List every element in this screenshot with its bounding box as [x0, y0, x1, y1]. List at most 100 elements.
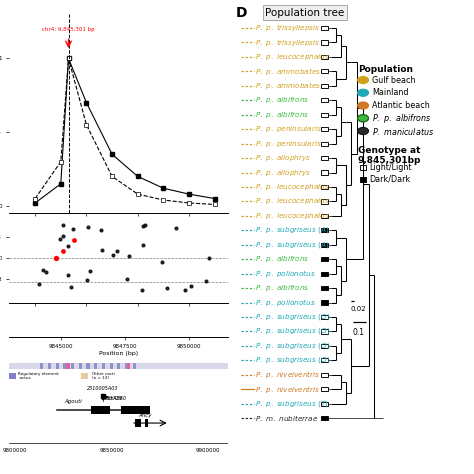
Point [42, 268, 49, 275]
Point [109, 251, 117, 258]
Circle shape [357, 115, 369, 122]
Bar [321, 69, 328, 73]
X-axis label: Position (bp): Position (bp) [99, 351, 138, 356]
Text: Population tree: Population tree [265, 8, 345, 18]
Bar [321, 257, 328, 261]
Bar [321, 113, 328, 117]
Point [56, 235, 64, 242]
Bar [321, 401, 328, 406]
Text: 9,845,301bp: 9,845,301bp [358, 156, 421, 165]
Point [84, 223, 91, 231]
Point [52, 254, 59, 262]
Text: $\it{P.\ p.\ subgriseus\ (A)}$: $\it{P.\ p.\ subgriseus\ (A)}$ [255, 240, 330, 250]
Bar [79, 363, 82, 369]
Point [60, 247, 67, 255]
Bar [64, 363, 66, 369]
Point [59, 232, 67, 240]
Text: $\it{P.\ p.\ trissyllepsis}$: $\it{P.\ p.\ trissyllepsis}$ [255, 37, 321, 48]
Bar [117, 363, 120, 369]
Bar [321, 156, 328, 160]
Point [113, 247, 121, 255]
Point [181, 287, 188, 294]
Bar [82, 373, 88, 379]
Text: $\it{P.\ p.\ albifrons}$: $\it{P.\ p.\ albifrons}$ [255, 95, 310, 105]
Bar [321, 243, 328, 247]
Circle shape [357, 89, 369, 96]
Text: Genotype at: Genotype at [358, 146, 420, 155]
Text: Other cacti
(n = 13): Other cacti (n = 13) [91, 372, 114, 380]
Text: $\it{P.\ p.\ subgriseus\ (T)}$: $\it{P.\ p.\ subgriseus\ (T)}$ [255, 399, 329, 409]
Text: $\it{P.\ p.\ peninsularis}$: $\it{P.\ p.\ peninsularis}$ [255, 138, 322, 148]
Bar [359, 177, 366, 182]
Text: 9800000: 9800000 [3, 448, 27, 453]
Bar [321, 301, 328, 305]
Text: $\it{P.\ p.\ leucocephalus}$: $\it{P.\ p.\ leucocephalus}$ [255, 182, 330, 192]
Bar [55, 363, 59, 369]
Point [187, 282, 194, 290]
Bar [321, 171, 328, 174]
Text: 9900000: 9900000 [196, 448, 220, 453]
Bar [145, 419, 148, 427]
Bar [359, 165, 366, 170]
Bar [321, 142, 328, 146]
Bar [321, 98, 328, 102]
Text: 2310005A03: 2310005A03 [87, 386, 118, 392]
Text: $\it{P.\ p.\ allophrys}$: $\it{P.\ p.\ allophrys}$ [255, 167, 311, 177]
Point [83, 276, 91, 283]
Bar [128, 363, 130, 369]
Bar [321, 127, 328, 131]
Bar [86, 363, 90, 369]
Bar [121, 406, 150, 414]
Bar [71, 363, 74, 369]
Text: D: D [236, 6, 247, 20]
Text: $\it{P.\ p.\ leucocephalus}$: $\it{P.\ p.\ leucocephalus}$ [255, 52, 330, 62]
Text: Gm3729: Gm3729 [102, 396, 123, 401]
Text: $\it{P.\ p.\ ammobates}$: $\it{P.\ p.\ ammobates}$ [255, 80, 321, 91]
Bar [40, 363, 43, 369]
Text: $\it{P.\ p.\ polionotus}$: $\it{P.\ p.\ polionotus}$ [255, 268, 316, 279]
Bar [48, 363, 51, 369]
Text: $\it{P.\ p.\ allophrys}$: $\it{P.\ p.\ allophrys}$ [255, 153, 311, 163]
Text: Dark/Dark: Dark/Dark [369, 175, 410, 184]
Point [163, 284, 170, 292]
Text: $\it{P.\ p.\ albifrons}$: $\it{P.\ p.\ albifrons}$ [372, 112, 432, 125]
Text: $\it{P.\ p.\ subgriseus\ (O)}$: $\it{P.\ p.\ subgriseus\ (O)}$ [255, 341, 331, 351]
Point [202, 277, 210, 285]
Bar [102, 363, 105, 369]
Text: $\it{P.\ p.\ subgriseus\ (O)}$: $\it{P.\ p.\ subgriseus\ (O)}$ [255, 356, 331, 365]
Point [139, 241, 147, 249]
Bar [321, 40, 328, 45]
Text: $\it{P.\ p.\ trissyllepsis}$: $\it{P.\ p.\ trissyllepsis}$ [255, 22, 321, 34]
Text: $\it{P.\ p.\ leucocephalus}$: $\it{P.\ p.\ leucocephalus}$ [255, 211, 330, 221]
Bar [321, 387, 328, 392]
Circle shape [357, 76, 369, 83]
Bar [321, 199, 328, 203]
Text: $\it{P.\ p.\ peninsularis}$: $\it{P.\ p.\ peninsularis}$ [255, 124, 322, 134]
Text: Light/Light: Light/Light [369, 163, 411, 172]
Bar [321, 358, 328, 363]
Point [141, 221, 149, 228]
Bar [321, 84, 328, 88]
Text: $\it{P.\ p.\ niveiventris}$: $\it{P.\ p.\ niveiventris}$ [255, 384, 321, 395]
Bar [321, 373, 328, 377]
Point [206, 255, 213, 262]
Text: $\it{P.\ p.\ ammobates}$: $\it{P.\ p.\ ammobates}$ [255, 66, 321, 77]
Bar [321, 185, 328, 189]
Point [67, 283, 75, 291]
Text: chr4: 9,845,301 bp: chr4: 9,845,301 bp [42, 27, 95, 32]
Point [70, 225, 77, 233]
Text: $\it{P.\ p.\ niveiventris}$: $\it{P.\ p.\ niveiventris}$ [255, 369, 321, 380]
Bar [321, 329, 328, 334]
Bar [9, 373, 16, 379]
Bar [321, 55, 328, 59]
Point [86, 267, 93, 275]
Point [173, 225, 180, 232]
Bar [321, 344, 328, 348]
Text: Ahcy: Ahcy [138, 412, 151, 418]
Bar [135, 419, 141, 427]
Point [124, 275, 131, 283]
Bar [321, 272, 328, 276]
Bar [9, 363, 228, 369]
Text: Gm4560: Gm4560 [106, 396, 127, 401]
Point [64, 271, 72, 279]
